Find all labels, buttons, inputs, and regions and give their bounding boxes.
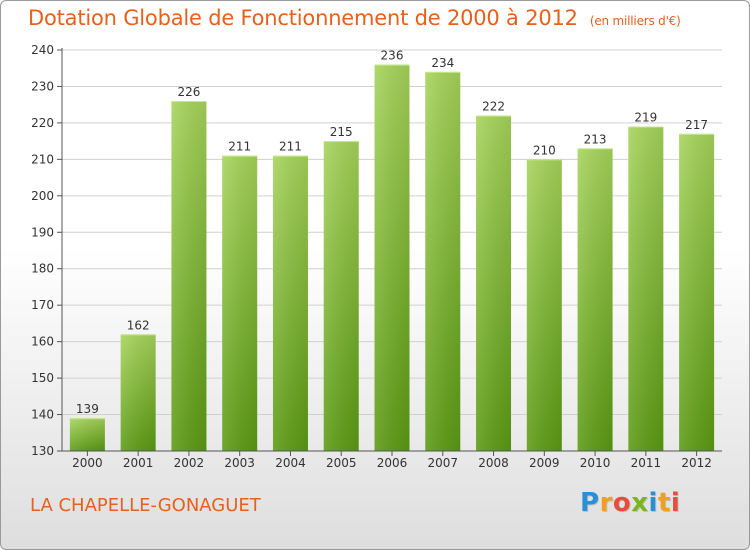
y-tick-label: 140 [31, 408, 54, 422]
bar-shade-2009 [526, 159, 562, 451]
y-tick-label: 210 [31, 152, 54, 166]
data-label-2005: 215 [330, 125, 353, 139]
bar-shade-2006 [374, 64, 410, 451]
y-tick-label: 220 [31, 116, 54, 130]
logo-letter: t [657, 488, 671, 518]
y-tick-label: 240 [31, 43, 54, 57]
bar-shade-2008 [476, 115, 512, 452]
x-tick-label: 2003 [224, 456, 255, 470]
y-tick-label: 160 [31, 335, 54, 349]
data-labels: 139 162 226 211 211 215 236 234 222 210 213 219 217 [76, 49, 708, 417]
bar-shade-2012 [679, 133, 715, 451]
x-tick-label: 2004 [275, 456, 306, 470]
logo-letter: i [670, 488, 681, 518]
x-tick-label: 2007 [427, 456, 458, 470]
chart-subtitle: (en milliers d'€) [589, 14, 681, 28]
data-label-2009: 210 [533, 143, 556, 157]
y-tick-label: 190 [31, 225, 54, 239]
data-label-2011: 219 [634, 111, 657, 125]
bar-shade-2005 [323, 141, 359, 452]
data-label-2002: 226 [177, 85, 200, 99]
bar-shade-2010 [577, 148, 613, 451]
y-tick-label: 230 [31, 79, 54, 93]
x-tick-label: 2006 [377, 456, 408, 470]
data-label-2004: 211 [279, 140, 302, 154]
bar-shade-2011 [628, 126, 664, 452]
data-label-2008: 222 [482, 100, 505, 114]
data-label-2001: 162 [127, 318, 150, 332]
x-tick-label: 2001 [123, 456, 154, 470]
x-tick-label: 2011 [631, 456, 662, 470]
bar-shade-2007 [425, 71, 461, 451]
chart-title-text: Dotation Globale de Fonctionnement de 20… [28, 6, 578, 30]
x-tick-label: 2012 [681, 456, 712, 470]
logo-letter: x [631, 488, 649, 518]
chart-title: Dotation Globale de Fonctionnement de 20… [28, 6, 681, 30]
y-tick-label: 170 [31, 298, 54, 312]
data-label-2006: 236 [381, 49, 404, 63]
logo-letter: P [580, 488, 600, 518]
proxiti-logo: Proxiti [580, 488, 680, 518]
bar-shade-2004 [272, 155, 308, 451]
data-label-2012: 217 [685, 118, 708, 132]
x-tick-label: 2009 [529, 456, 560, 470]
commune-name: LA CHAPELLE-GONAGUET [30, 495, 261, 516]
x-tick-label: 2008 [478, 456, 509, 470]
x-tick-label: 2000 [72, 456, 103, 470]
x-tick-label: 2002 [174, 456, 205, 470]
data-label-2007: 234 [431, 56, 454, 70]
axes: 130 140 150 160 170 180 190 200 210 220 230 240 2000… [31, 43, 722, 470]
y-tick-label: 130 [31, 444, 54, 458]
x-tick-label: 2005 [326, 456, 357, 470]
bars-group [69, 64, 715, 452]
y-tick-label: 180 [31, 262, 54, 276]
y-tick-label: 150 [31, 371, 54, 385]
bar-shade-2003 [222, 155, 258, 451]
bar-shade-2001 [120, 334, 156, 451]
logo-letter: r [599, 488, 613, 518]
data-label-2003: 211 [228, 140, 251, 154]
logo-letter: i [648, 488, 658, 518]
bar-shade-2002 [171, 101, 207, 451]
logo-letter: o [612, 488, 632, 518]
data-label-2010: 213 [584, 132, 607, 146]
data-label-2000: 139 [76, 402, 99, 416]
x-tick-label: 2010 [580, 456, 611, 470]
bar-shade-2000 [69, 418, 105, 451]
y-tick-label: 200 [31, 189, 54, 203]
